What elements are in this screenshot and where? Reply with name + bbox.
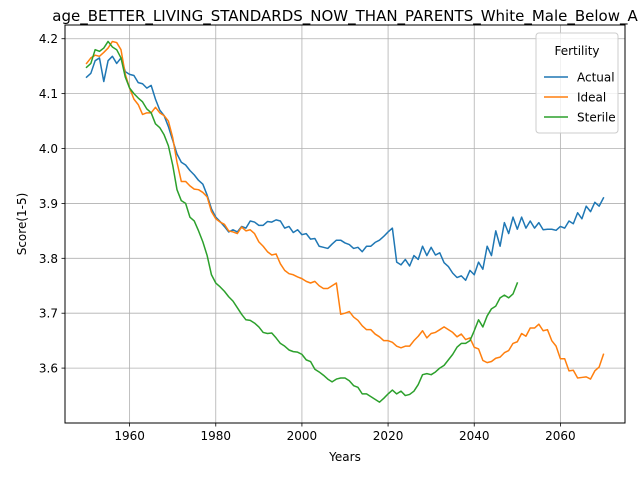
y-tick-label: 3.7 (39, 307, 58, 321)
legend-items: Actual Ideal Sterile (544, 71, 616, 125)
x-tick-label: 2040 (459, 429, 490, 443)
y-axis-label: Score(1-5) (15, 193, 29, 256)
x-axis-ticks: 1960 1980 2000 2020 2040 2060 (114, 423, 576, 443)
legend: Fertility Actual Ideal Sterile (535, 32, 619, 134)
y-tick-label: 4.1 (39, 87, 58, 101)
x-tick-label: 2000 (287, 429, 318, 443)
y-tick-label: 3.8 (39, 252, 58, 266)
y-tick-label: 4.2 (39, 32, 58, 46)
grid (65, 25, 625, 423)
x-axis-label: Years (328, 450, 361, 464)
x-tick-label: 2060 (545, 429, 576, 443)
legend-title: Fertility (554, 44, 599, 58)
chart-title: age_BETTER_LIVING_STANDARDS_NOW_THAN_PAR… (52, 7, 638, 26)
x-tick-label: 1960 (114, 429, 145, 443)
plot-frame (64, 24, 626, 424)
series-line-ideal (85, 40, 605, 380)
legend-box (535, 32, 619, 134)
y-axis-ticks: 3.6 3.7 3.8 3.9 4.0 4.1 4.2 (39, 32, 65, 376)
legend-label-sterile: Sterile (577, 111, 616, 125)
legend-label-ideal: Ideal (577, 91, 606, 105)
y-tick-label: 3.9 (39, 197, 58, 211)
legend-label-actual: Actual (577, 71, 615, 85)
y-tick-label: 4.0 (39, 142, 58, 156)
series-lines (85, 40, 605, 403)
x-tick-label: 1980 (200, 429, 231, 443)
y-tick-label: 3.6 (39, 362, 58, 376)
series-line-sterile (85, 40, 519, 403)
x-tick-label: 2020 (373, 429, 404, 443)
